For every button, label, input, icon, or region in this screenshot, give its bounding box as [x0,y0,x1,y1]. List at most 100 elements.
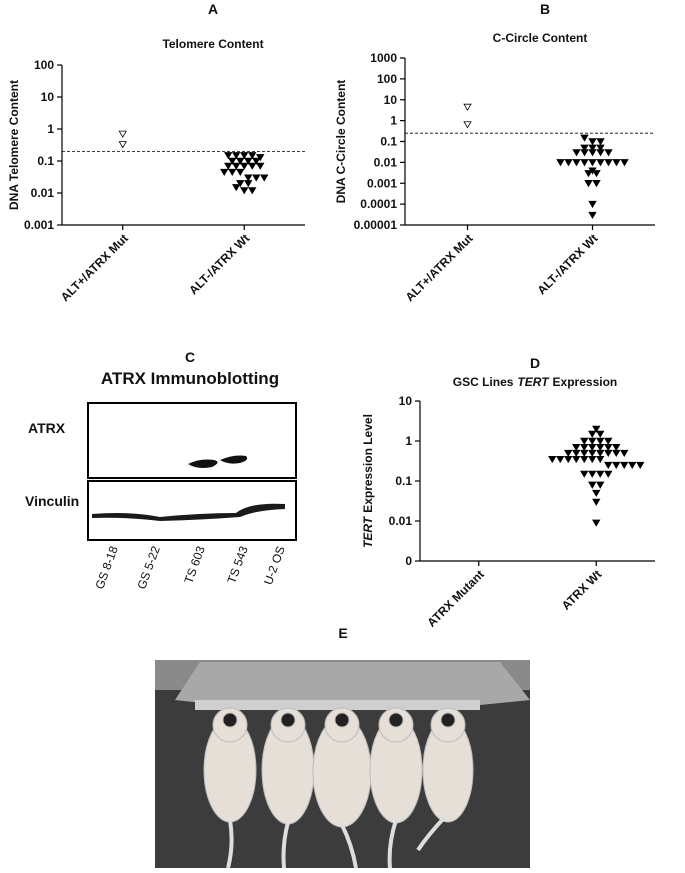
data-point [592,519,601,527]
data-point [588,456,597,464]
y-tick-label: 0.1 [380,135,397,149]
data-point [244,174,253,182]
data-point [232,152,241,160]
y-tick-label: 10 [399,394,413,408]
data-point [118,130,127,138]
data-point [596,138,605,146]
data-point [628,461,637,470]
lane-label: TS 603 [181,544,207,585]
data-point [588,443,597,452]
panel-label: D [530,355,540,371]
data-point [232,162,241,170]
data-point [580,144,589,152]
data-point [256,162,265,170]
data-point [588,149,597,157]
data-point [564,449,573,457]
data-point [548,456,557,464]
data-point [596,144,605,152]
y-tick-label: 0.0001 [360,197,397,211]
data-point [556,159,565,167]
data-point [592,498,601,506]
data-point [580,134,589,142]
x-tick-label: ALT+/ATRX Mut [58,231,131,304]
data-point [596,430,605,438]
row-label: Vinculin [25,493,79,509]
data-point [572,456,581,464]
data-point [564,456,573,464]
data-point [588,200,597,209]
data-point [556,456,565,464]
text-part: TERT [517,375,550,389]
y-tick-label: 0.001 [367,176,397,190]
data-point [248,187,257,195]
y-tick-label: 100 [34,58,54,72]
data-point [604,443,613,452]
row-label: ATRX [28,420,66,436]
y-tick-label: 0.00001 [354,218,398,232]
data-point [580,149,589,157]
data-point [580,443,589,452]
data-point [224,152,233,160]
y-tick-label: 0 [405,554,412,568]
data-point [224,162,233,170]
data-point [612,443,621,452]
x-tick-label: ALT-/ATRX Wt [534,231,600,297]
text-part: TERT [361,515,375,548]
data-point [604,449,613,457]
data-point [604,149,613,157]
y-tick-label: 0.01 [31,186,55,200]
data-point [236,180,245,188]
data-point [588,430,597,438]
data-point [596,481,605,489]
lane-label: TS 543 [224,544,250,585]
y-axis-label: TERT Expression Level [361,414,375,548]
data-point [572,443,581,452]
data-point [572,449,581,457]
data-point [564,159,573,167]
lane-label: U-2 OS [261,544,288,586]
data-point [252,174,261,182]
chart-title: C-Circle Content [493,31,588,45]
text-part: Expression [553,375,618,389]
data-point [604,159,613,167]
y-tick-label: 1000 [370,51,397,65]
y-tick-label: 1 [405,434,412,448]
x-tick-label: ALT+/ATRX Mut [403,231,476,304]
data-point [244,180,253,188]
data-point [596,149,605,157]
data-point [604,461,613,470]
data-point [588,159,597,167]
data-point [584,170,593,178]
data-point [596,456,605,464]
data-point [580,437,589,445]
data-point [580,449,589,457]
y-tick-label: 10 [41,90,55,104]
data-point [228,157,237,165]
data-point [620,159,629,167]
lane-label: GS 5-22 [134,544,163,591]
y-tick-label: 10 [384,93,398,107]
y-tick-label: 100 [377,72,397,86]
data-point [260,174,269,182]
chart-title: Telomere Content [162,37,263,51]
band [188,459,218,468]
data-point [612,461,621,470]
x-tick-label: ALT-/ATRX Wt [186,231,252,297]
x-tick-label: ATRX Mutant [424,567,487,630]
y-tick-label: 1 [390,114,397,128]
data-point [612,449,621,457]
y-axis-label: DNA C-Circle Content [334,80,348,204]
lane-label: GS 8-18 [92,544,121,591]
y-tick-label: 0.01 [389,514,413,528]
panel-label: A [208,1,218,17]
data-point [604,437,613,445]
y-tick-label: 0.1 [395,474,412,488]
data-point [588,211,597,219]
chart-title: GSC Lines TERT Expression [453,375,618,389]
data-point [256,154,265,162]
data-point [580,470,589,478]
panel-label: C [185,349,195,365]
data-point [588,470,597,478]
band [220,455,248,464]
